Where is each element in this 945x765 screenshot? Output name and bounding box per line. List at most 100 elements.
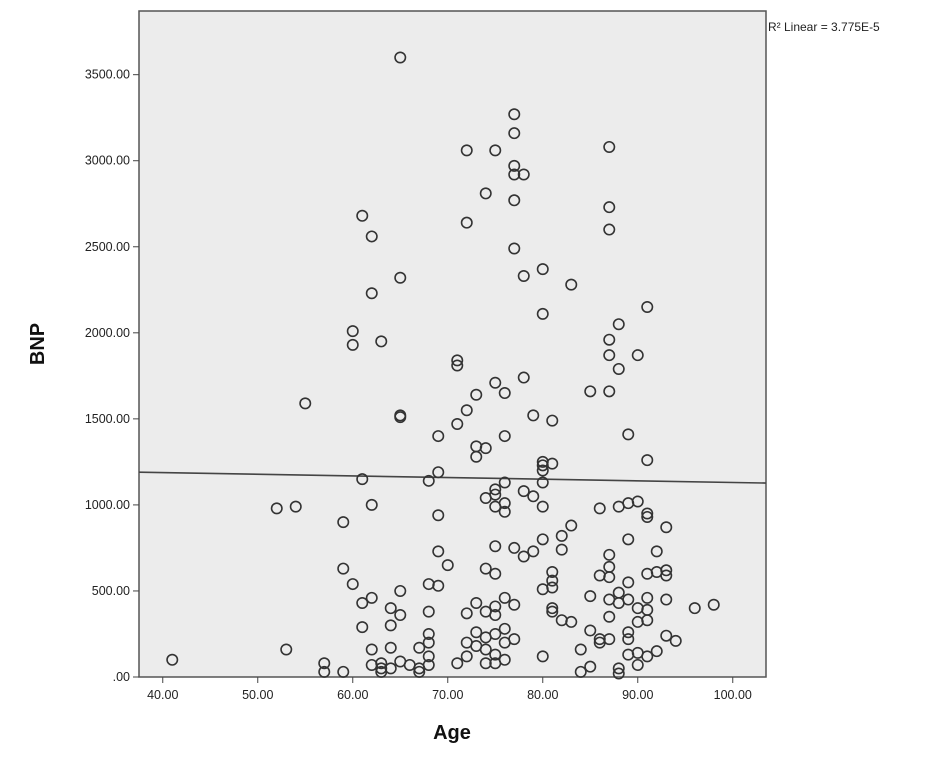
- r-squared-annotation: R² Linear = 3.775E-5: [768, 20, 880, 34]
- data-point: [365, 643, 378, 656]
- data-point: [318, 657, 331, 670]
- data-point: [508, 168, 521, 181]
- y-axis-title: BNP: [27, 323, 49, 365]
- data-point: [489, 609, 502, 622]
- data-point: [641, 650, 654, 663]
- data-point: [650, 645, 663, 658]
- data-point: [660, 564, 673, 577]
- data-point: [565, 519, 578, 532]
- data-point: [489, 376, 502, 389]
- data-point: [489, 488, 502, 501]
- data-point: [508, 242, 521, 255]
- data-point: [631, 658, 644, 671]
- data-point: [622, 633, 635, 646]
- data-point: [460, 650, 473, 663]
- data-point: [546, 574, 559, 587]
- data-point: [584, 590, 597, 603]
- y-tick-label: 500.00: [92, 584, 130, 598]
- x-tick-label: 80.00: [527, 688, 558, 702]
- data-point: [641, 507, 654, 520]
- data-point: [432, 430, 445, 443]
- data-point: [536, 263, 549, 276]
- data-point: [489, 627, 502, 640]
- data-point: [622, 626, 635, 639]
- data-point: [337, 562, 350, 575]
- data-point: [479, 562, 492, 575]
- x-tick-label: 50.00: [242, 688, 273, 702]
- data-point: [565, 278, 578, 291]
- data-point: [603, 140, 616, 153]
- data-point: [394, 584, 407, 597]
- data-point: [508, 127, 521, 140]
- data-point: [536, 307, 549, 320]
- data-point: [517, 270, 530, 283]
- data-point: [527, 490, 540, 503]
- data-point: [527, 545, 540, 558]
- data-point: [365, 287, 378, 300]
- data-point: [565, 615, 578, 628]
- data-point: [489, 648, 502, 661]
- data-point: [375, 335, 388, 348]
- data-point: [574, 643, 587, 656]
- data-point: [508, 159, 521, 172]
- x-axis: 40.00 50.00 60.00 70.00 80.00 90.00 100.00: [147, 677, 752, 702]
- data-point: [517, 168, 530, 181]
- data-point: [612, 362, 625, 375]
- y-tick-label: 1000.00: [85, 498, 130, 512]
- data-point: [660, 593, 673, 606]
- data-point: [603, 349, 616, 362]
- data-point: [451, 354, 464, 367]
- data-point: [603, 610, 616, 623]
- data-point: [527, 409, 540, 422]
- data-point: [631, 495, 644, 508]
- data-point: [451, 359, 464, 372]
- data-point: [517, 371, 530, 384]
- data-point: [413, 641, 426, 654]
- y-tick-label: 3500.00: [85, 68, 130, 82]
- data-point: [432, 509, 445, 522]
- data-point: [688, 602, 701, 615]
- data-point: [460, 216, 473, 229]
- data-point: [422, 658, 435, 671]
- data-point: [536, 500, 549, 513]
- data-point: [546, 602, 559, 615]
- data-point: [489, 567, 502, 580]
- data-point: [346, 325, 359, 338]
- data-point: [299, 397, 312, 410]
- y-tick-label: .00: [113, 670, 130, 684]
- data-point: [356, 621, 369, 634]
- data-point: [470, 626, 483, 639]
- data-point: [394, 271, 407, 284]
- data-point: [584, 385, 597, 398]
- data-point: [394, 609, 407, 622]
- data-point: [470, 388, 483, 401]
- data-point: [498, 653, 511, 666]
- data-point: [584, 624, 597, 637]
- data-point: [669, 634, 682, 647]
- data-point: [460, 404, 473, 417]
- data-point: [498, 430, 511, 443]
- data-point: [622, 533, 635, 546]
- data-point: [517, 485, 530, 498]
- data-point: [622, 428, 635, 441]
- data-point: [384, 602, 397, 615]
- data-point: [498, 591, 511, 604]
- data-point: [612, 318, 625, 331]
- data-point: [346, 338, 359, 351]
- data-point: [641, 591, 654, 604]
- data-point: [432, 579, 445, 592]
- data-point: [394, 51, 407, 64]
- y-tick-label: 3000.00: [85, 154, 130, 168]
- x-axis-title: Age: [433, 722, 471, 744]
- data-point: [422, 636, 435, 649]
- data-point: [365, 230, 378, 243]
- data-point: [479, 657, 492, 670]
- data-point: [422, 650, 435, 663]
- data-point: [422, 474, 435, 487]
- data-point: [508, 108, 521, 121]
- data-point: [346, 578, 359, 591]
- data-point: [574, 665, 587, 678]
- data-point: [508, 633, 521, 646]
- data-point: [631, 349, 644, 362]
- x-tick-label: 70.00: [432, 688, 463, 702]
